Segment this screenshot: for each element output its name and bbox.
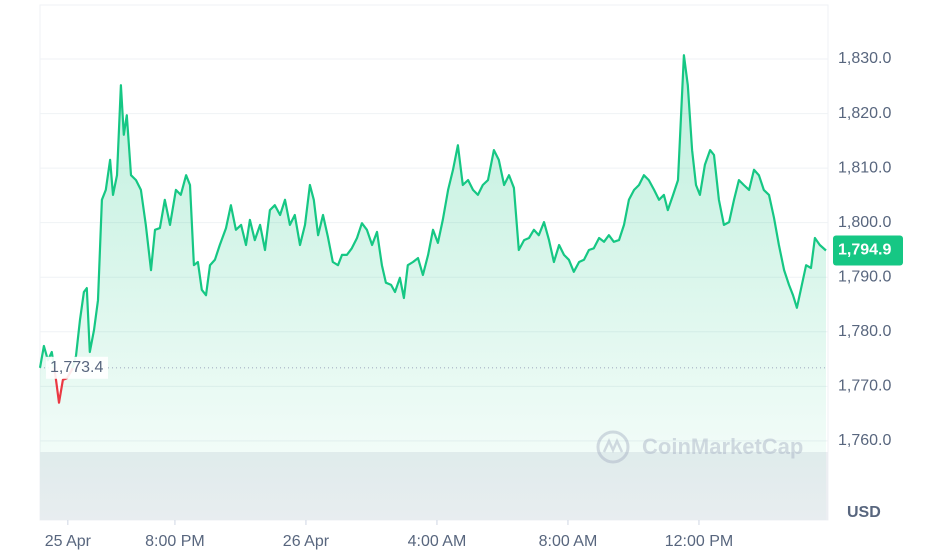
y-tick-label: 1,820.0 bbox=[838, 105, 891, 122]
x-tick-label: 25 Apr bbox=[45, 533, 92, 550]
reference-label-bg bbox=[46, 356, 108, 379]
watermark-logo bbox=[596, 430, 630, 464]
x-tick-label: 12:00 PM bbox=[665, 533, 733, 550]
current-price-label: 1,794.9 bbox=[838, 242, 891, 259]
y-tick-label: 1,780.0 bbox=[838, 323, 891, 340]
watermark-logo-mark bbox=[602, 437, 624, 454]
watermark-text: CoinMarketCap bbox=[642, 434, 803, 459]
x-tick-label: 26 Apr bbox=[283, 533, 330, 550]
currency-label: USD bbox=[847, 504, 881, 521]
x-tick-label: 4:00 AM bbox=[408, 533, 467, 550]
y-tick-label: 1,760.0 bbox=[838, 432, 891, 449]
y-tick-label: 1,800.0 bbox=[838, 214, 891, 231]
x-tick-label: 8:00 AM bbox=[539, 533, 598, 550]
current-price-badge bbox=[833, 235, 903, 266]
y-tick-label: 1,790.0 bbox=[838, 268, 891, 285]
area-fill bbox=[40, 55, 826, 520]
y-tick-label: 1,830.0 bbox=[838, 50, 891, 67]
y-tick-label: 1,810.0 bbox=[838, 159, 891, 176]
reference-label: 1,773.4 bbox=[50, 359, 103, 376]
watermark: CoinMarketCap bbox=[596, 430, 803, 464]
price-line bbox=[38, 54, 827, 404]
x-tick-label: 8:00 PM bbox=[145, 533, 205, 550]
y-tick-label: 1,770.0 bbox=[838, 378, 891, 395]
